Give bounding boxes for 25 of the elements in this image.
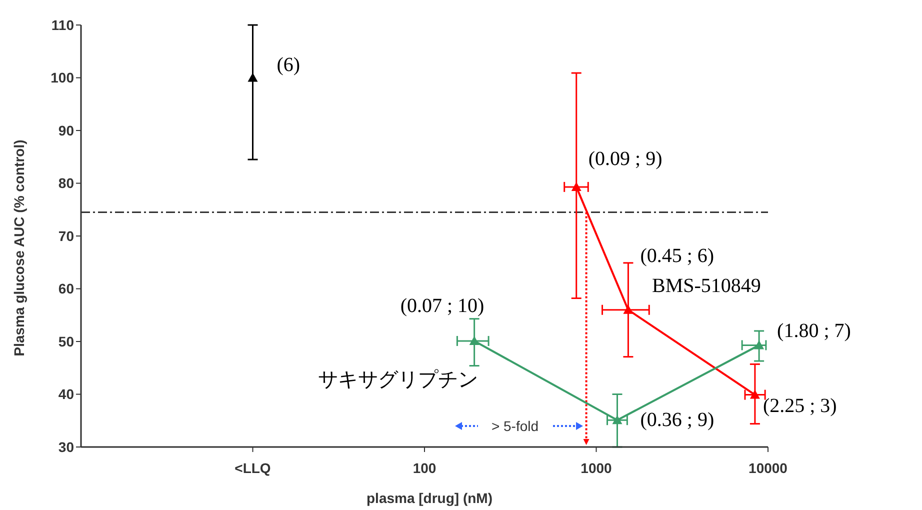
y-tick-label: 90 (58, 122, 74, 138)
annotation: (0.09 ; 9) (588, 148, 662, 170)
y-tick-label: 70 (58, 228, 74, 244)
annotation: > 5-fold (491, 418, 539, 434)
annotation: (0.36 ; 9) (640, 409, 714, 432)
x-tick-label: 1000 (580, 460, 612, 476)
x-tick-label: 10000 (748, 460, 788, 476)
annotation: (1.80 ; 7) (777, 320, 851, 342)
x-tick-label: <LLQ (234, 460, 271, 476)
annotation: (0.45 ; 6) (640, 244, 714, 267)
annotation: (0.07 ; 10) (400, 294, 484, 317)
series-label: BMS-510849 (652, 275, 761, 297)
series-label: サキサグリプチン (318, 369, 478, 391)
y-axis-title: Plasma glucose AUC (% control) (11, 140, 27, 356)
y-tick-label: 100 (50, 70, 74, 86)
y-tick-label: 40 (58, 386, 74, 402)
y-tick-label: 80 (58, 175, 74, 192)
x-tick-label: 100 (412, 460, 436, 476)
x-axis-title: plasma [drug] (nM) (366, 490, 492, 506)
y-tick-label: 110 (51, 16, 74, 33)
y-tick-label: 50 (58, 333, 74, 350)
annotation: (6) (276, 54, 300, 76)
y-tick-label: 60 (58, 280, 74, 297)
annotation: (2.25 ; 3) (762, 394, 837, 417)
y-tick-label: 30 (58, 438, 74, 455)
